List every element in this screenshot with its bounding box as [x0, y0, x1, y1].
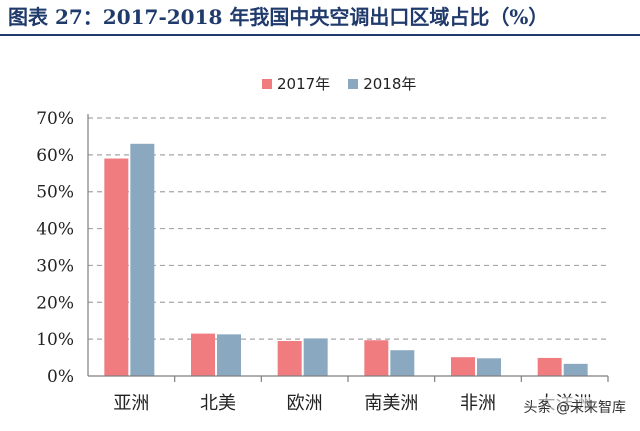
- y-tick-label: 50%: [36, 183, 74, 203]
- y-tick-label: 0%: [47, 367, 74, 387]
- bar: [563, 363, 588, 376]
- bar: [390, 350, 415, 376]
- bar: [477, 358, 501, 376]
- watermark: 头条 @未来智库: [523, 397, 626, 417]
- y-tick-label: 40%: [36, 220, 74, 240]
- chart-legend: 2017年 2018年: [262, 73, 416, 94]
- chart-title: 图表 27：2017-2018 年我国中央空调出口区域占比（%）: [8, 5, 549, 29]
- legend-item-2017: 2017年: [262, 73, 330, 94]
- bar: [277, 340, 302, 376]
- legend-swatch-2018: [348, 78, 359, 89]
- legend-label-2017: 2017年: [277, 75, 331, 93]
- y-tick-label: 70%: [36, 109, 74, 129]
- x-tick-label: 非洲: [460, 393, 496, 414]
- y-tick-label: 30%: [36, 256, 74, 276]
- y-tick-label: 20%: [36, 293, 74, 313]
- bar: [104, 158, 129, 376]
- bar: [537, 357, 562, 376]
- legend-label-2018: 2018年: [363, 75, 417, 93]
- legend-item-2018: 2018年: [348, 73, 416, 94]
- bar: [130, 143, 155, 376]
- x-tick-label: 欧洲: [287, 393, 323, 414]
- bar: [303, 338, 328, 376]
- y-tick-label: 10%: [36, 330, 74, 350]
- x-tick-label: 南美洲: [364, 393, 418, 414]
- bar: [217, 334, 241, 376]
- title-divider: [0, 34, 640, 36]
- bar: [451, 357, 475, 376]
- bar: [191, 333, 215, 376]
- x-tick-label: 亚洲: [113, 393, 149, 414]
- bar: [364, 340, 389, 376]
- x-tick-label: 北美: [200, 393, 236, 414]
- legend-swatch-2017: [262, 78, 272, 89]
- y-tick-label: 60%: [36, 146, 74, 166]
